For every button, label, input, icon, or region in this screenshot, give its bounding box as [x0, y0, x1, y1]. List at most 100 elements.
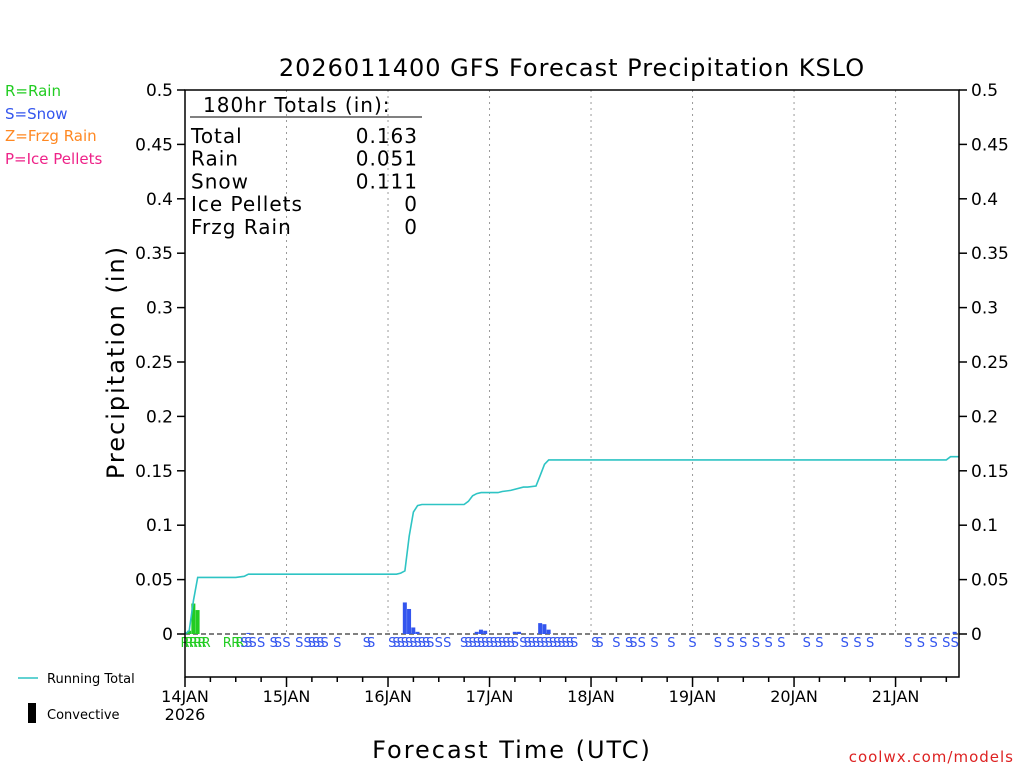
precip-type-mark: S: [490, 636, 498, 651]
precip-type-mark: R: [231, 636, 240, 651]
precip-type-legend: R=Rain S=Snow Z=Frzg Rain P=Ice Pellets: [5, 82, 102, 168]
y-tick-label-right: 0: [971, 625, 982, 645]
precip-type-mark: S: [473, 636, 481, 651]
precip-type-mark: S: [418, 636, 426, 651]
credit-text: coolwx.com/models: [849, 748, 1014, 766]
precip-type-mark: S: [413, 636, 421, 651]
y-tick-label-right: 0.25: [971, 353, 1009, 373]
y-tick-label-left: 0.5: [146, 81, 173, 101]
x-day-label: 15JAN: [263, 687, 311, 706]
precip-type-mark: S: [460, 636, 468, 651]
precip-type-mark: S: [392, 636, 400, 651]
precip-type-mark: S: [388, 636, 396, 651]
y-tick-label-left: 0.3: [146, 299, 173, 319]
totals-value: 0.051: [356, 147, 418, 171]
precip-type-mark: S: [803, 636, 811, 651]
precip-bar: [542, 624, 547, 634]
precip-type-mark: S: [570, 636, 578, 651]
precip-type-mark: S: [523, 636, 531, 651]
precip-type-mark: S: [485, 636, 493, 651]
x-day-label: 19JAN: [669, 687, 717, 706]
precip-type-mark: S: [435, 636, 443, 651]
legend-convective: Convective: [47, 708, 120, 723]
precip-bar: [512, 631, 517, 634]
totals-box: 180hr Totals (in): Total 0.163 Rain 0.051 Sn…: [190, 93, 422, 239]
precip-type-mark: S: [405, 636, 413, 651]
precip-type-mark: S: [528, 636, 536, 651]
precip-type-mark: S: [502, 636, 510, 651]
y-tick-label-left: 0.35: [135, 244, 173, 264]
precip-type-mark: R: [189, 636, 198, 651]
precip-type-mark: S: [295, 636, 303, 651]
precip-type-mark: S: [312, 636, 320, 651]
precip-type-mark: S: [481, 636, 489, 651]
totals-value: 0.163: [356, 124, 418, 148]
precip-type-mark: S: [815, 636, 823, 651]
precip-type-mark: S: [304, 636, 312, 651]
precip-type-mark: S: [409, 636, 417, 651]
legend-snow: S=Snow: [5, 105, 68, 123]
totals-label: Snow: [191, 169, 249, 193]
precip-type-mark: S: [904, 636, 912, 651]
precip-type-mark: R: [202, 636, 211, 651]
precip-type-mark: S: [532, 636, 540, 651]
y-tick-label-right: 0.4: [971, 190, 998, 210]
y-tick-label-left: 0.15: [135, 462, 173, 482]
precip-type-mark: S: [333, 636, 341, 651]
precip-type-mark: S: [929, 636, 937, 651]
day-gridlines: [286, 90, 897, 634]
totals-value: 0: [404, 215, 418, 239]
y-tick-label-left: 0.25: [135, 353, 173, 373]
precip-type-mark: R: [193, 636, 202, 651]
x-year-label: 2026: [165, 705, 206, 724]
precip-type-mark: S: [841, 636, 849, 651]
precip-bar: [478, 629, 483, 634]
precip-type-mark: S: [553, 636, 561, 651]
y-tick-label-right: 0.05: [971, 571, 1009, 591]
precip-bar: [415, 631, 420, 634]
plot-frame: [184, 89, 960, 678]
precip-type-mark: S: [320, 636, 328, 651]
precip-type-mark: S: [443, 636, 451, 651]
precip-type-mark: S: [270, 636, 278, 651]
precip-type-mark: S: [557, 636, 565, 651]
precip-bar: [483, 630, 488, 634]
precip-bar: [952, 631, 957, 634]
precip-bar: [191, 603, 196, 634]
precip-type-mark: S: [625, 636, 633, 651]
precip-type-mark: S: [777, 636, 785, 651]
precip-type-mark: S: [511, 636, 519, 651]
precip-type-mark: R: [185, 636, 194, 651]
totals-label: Frzg Rain: [191, 215, 292, 239]
precip-bars: [187, 602, 957, 634]
precip-type-mark: S: [367, 636, 375, 651]
y-tick-label-left: 0.2: [146, 407, 173, 427]
precip-type-mark: S: [545, 636, 553, 651]
precip-type-mark: S: [240, 636, 248, 651]
y-tick-label-left: 0.45: [135, 135, 173, 155]
x-day-label: 16JAN: [364, 687, 412, 706]
precip-type-mark: R: [223, 636, 232, 651]
totals-label: Ice Pellets: [191, 192, 303, 216]
precip-type-mark: S: [765, 636, 773, 651]
y-tick-label-left: 0.05: [135, 571, 173, 591]
y-axes: 0 00.05 0.050.1 0.10.15 0.150.2 0.20.25 0.250.…: [135, 81, 1009, 645]
precip-type-mark: S: [316, 636, 324, 651]
precip-type-mark: S: [468, 636, 476, 651]
precip-type-mark: R: [197, 636, 206, 651]
precip-type-mark: R: [235, 636, 244, 651]
precip-type-mark: S: [249, 636, 257, 651]
precip-type-mark: S: [282, 636, 290, 651]
precip-type-mark: S: [363, 636, 371, 651]
y-axis-label: Precipitation (in): [102, 245, 130, 479]
legend-frzg-rain: Z=Frzg Rain: [5, 127, 97, 145]
precip-type-mark: S: [853, 636, 861, 651]
precip-type-mark: S: [562, 636, 570, 651]
y-tick-label-right: 0.45: [971, 135, 1009, 155]
precip-bar: [474, 631, 479, 634]
x-day-label: 18JAN: [567, 687, 615, 706]
x-day-label: 21JAN: [872, 687, 920, 706]
x-day-label: 17JAN: [466, 687, 514, 706]
precip-bar: [187, 630, 192, 634]
